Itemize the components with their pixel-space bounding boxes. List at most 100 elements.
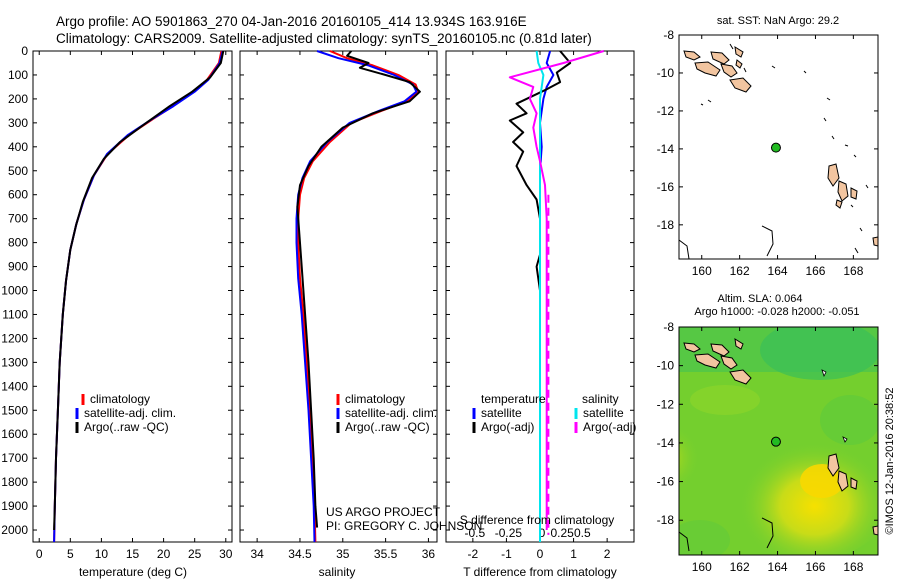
- y-tick-label: 100: [8, 68, 28, 82]
- y-tick-label: 1700: [1, 451, 28, 465]
- y-tick-label: 300: [8, 116, 28, 130]
- legend-label-salinity-satellite: satellite: [583, 406, 624, 420]
- x-top-tick-label: 0.25: [550, 526, 574, 540]
- plot-frame: [32, 50, 233, 543]
- y-tick-label: 0: [21, 44, 28, 58]
- project-note-line1: US ARGO PROJECT: [326, 505, 441, 519]
- legend-label-satellite: satellite-adj. clim.: [84, 406, 176, 420]
- y-tick-label: 1300: [1, 355, 28, 369]
- legend-label-argo: Argo(..raw -QC): [345, 420, 430, 434]
- sla-map-field: [679, 327, 878, 555]
- series-line: [53, 50, 225, 531]
- sla-map-axes: 160 162 164 166 168 -8 -10 -12 -14 -16 -18: [657, 320, 878, 574]
- legend-label-climatology: climatology: [90, 392, 150, 406]
- x-tick-label: 35: [336, 547, 350, 561]
- x-top-tick-label: -0.25: [495, 526, 523, 540]
- map-y-tick-label: -12: [657, 104, 675, 118]
- sst-map-title: sat. SST: NaN Argo: 29.2: [717, 15, 839, 27]
- salinity-legend: climatology satellite-adj. clim. Argo(..…: [336, 392, 437, 434]
- project-note-line2: PI: GREGORY C. JOHNSON: [326, 519, 482, 533]
- temperature-profile-chart: 0100200300400500600700800900100011001200…: [1, 44, 232, 561]
- sst-map-land: [679, 43, 878, 259]
- x-tick-label: 5: [67, 547, 74, 561]
- x-tick-label: -2: [468, 547, 479, 561]
- x-tick-label: 36: [422, 547, 436, 561]
- x-tick-label: 10: [95, 547, 109, 561]
- y-tick-label: 900: [8, 260, 28, 274]
- imos-credit: ©IMOS 12-Jan-2016 20:38:52: [884, 388, 896, 535]
- legend-label-temperature-argo: Argo(-adj): [481, 420, 534, 434]
- sst-map-axes: 160 162 164 166 168 -8 -10 -12 -14 -16 -18: [657, 28, 878, 278]
- x-top-tick-label: 0: [539, 526, 546, 540]
- y-tick-label: 1500: [1, 403, 28, 417]
- x-tick-label: 15: [126, 547, 140, 561]
- map-x-tick-label: 160: [692, 560, 712, 574]
- series-line: [297, 50, 420, 543]
- series-line: [296, 50, 421, 528]
- series-line: [508, 50, 605, 530]
- y-tick-label: 1600: [1, 427, 28, 441]
- map-y-tick-label: -10: [657, 359, 675, 373]
- map-x-tick-label: 164: [768, 264, 788, 278]
- sla-argo-marker: [770, 436, 781, 447]
- y-tick-label: 1000: [1, 284, 28, 298]
- sla-map-title: Altim. SLA: 0.064: [718, 293, 803, 305]
- y-tick-label: 1800: [1, 475, 28, 489]
- map-x-tick-label: 160: [692, 264, 712, 278]
- y-tick-label: 700: [8, 212, 28, 226]
- x-tick-label: 2: [604, 547, 611, 561]
- salinity-xlabel: salinity: [319, 565, 356, 579]
- map-x-tick-label: 168: [843, 264, 863, 278]
- map-x-tick-label: 162: [730, 560, 750, 574]
- legend-title-temperature: temperature: [481, 392, 546, 406]
- y-tick-label: 600: [8, 188, 28, 202]
- temperature-legend: climatology satellite-adj. clim. Argo(..…: [75, 392, 176, 434]
- map-x-tick-label: 166: [805, 560, 825, 574]
- figure-title: Argo profile: AO 5901863_270 04-Jan-2016…: [56, 14, 527, 29]
- legend-label-argo: Argo(..raw -QC): [84, 420, 169, 434]
- x-tick-label: 30: [219, 547, 233, 561]
- y-tick-label: 1900: [1, 499, 28, 513]
- y-tick-label: 400: [8, 140, 28, 154]
- x-tick-label: 35.5: [374, 547, 398, 561]
- map-y-tick-label: -12: [657, 397, 675, 411]
- map-y-tick-label: -16: [657, 475, 675, 489]
- map-x-tick-label: 164: [768, 560, 788, 574]
- plot-frame: [239, 50, 438, 543]
- x-tick-label: -1: [501, 547, 512, 561]
- map-x-tick-label: 166: [805, 264, 825, 278]
- salinity-profile-chart: 34 34.5 35 35.5 36: [239, 50, 438, 561]
- map-y-tick-label: -8: [663, 320, 674, 334]
- x-tick-label: 0: [36, 547, 43, 561]
- legend-title-salinity: salinity: [582, 392, 619, 406]
- x-top-tick-label: -0.5: [465, 526, 486, 540]
- series-line: [508, 50, 572, 530]
- map-y-tick-label: -14: [657, 436, 675, 450]
- x-top-tick-label: 0.5: [574, 526, 591, 540]
- x-tick-label: 25: [188, 547, 202, 561]
- difference-legend: temperature satellite Argo(-adj) salinit…: [472, 392, 636, 434]
- x-tick-label: 1: [570, 547, 577, 561]
- y-tick-label: 2000: [1, 523, 28, 537]
- x-tick-label: 34: [250, 547, 264, 561]
- map-y-tick-label: -10: [657, 66, 675, 80]
- map-y-tick-label: -14: [657, 142, 675, 156]
- difference-profile-chart: -2 -1 0 1 2 -0.5 -0.25 0 0.25 0.5: [445, 50, 635, 561]
- sst-argo-marker: [770, 142, 781, 153]
- series-line: [535, 50, 545, 542]
- map-y-tick-label: -18: [657, 513, 675, 527]
- difference-xlabel: T difference from climatology: [463, 565, 617, 579]
- legend-label-salinity-argo: Argo(-adj): [583, 420, 636, 434]
- legend-label-climatology: climatology: [345, 392, 405, 406]
- sla-map-subtitle: Argo h1000: -0.028 h2000: -0.051: [694, 306, 859, 318]
- y-tick-label: 800: [8, 236, 28, 250]
- y-tick-label: 1200: [1, 331, 28, 345]
- figure-subtitle: Climatology: CARS2009. Satellite-adjuste…: [56, 31, 592, 46]
- map-y-tick-label: -18: [657, 218, 675, 232]
- sst-map: [678, 34, 879, 260]
- y-tick-label: 200: [8, 92, 28, 106]
- y-tick-label: 1100: [2, 307, 28, 321]
- difference-xlabel-top: S difference from climatology: [460, 513, 615, 527]
- sla-map: [678, 326, 879, 556]
